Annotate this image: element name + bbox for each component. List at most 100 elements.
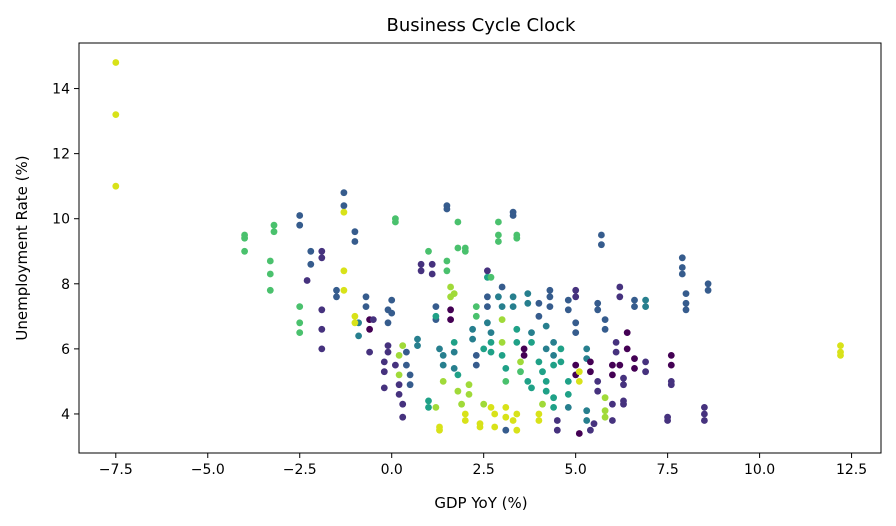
data-point [594,378,602,385]
data-point [837,342,844,349]
data-point [472,303,480,310]
data-point [447,316,454,323]
data-point [487,404,495,411]
data-point [351,238,359,245]
data-point [303,277,311,284]
data-point [318,247,326,255]
data-point [395,381,403,389]
data-point [513,426,521,434]
data-point [484,319,491,327]
data-point [241,234,249,242]
data-point [270,221,278,229]
data-point [528,384,535,392]
data-point [616,293,624,301]
data-point [484,303,491,310]
data-point [701,404,708,411]
data-point [682,290,690,297]
data-point [542,322,550,330]
data-point [539,400,546,408]
data-point [380,368,388,376]
data-point [296,303,304,310]
data-point [528,339,535,346]
data-point [465,391,473,398]
data-point [417,260,425,268]
data-point [623,329,631,336]
data-point [369,316,377,323]
data-point [447,306,454,314]
data-point [594,387,602,395]
data-point [458,400,465,408]
x-tick-label: −2.5 [283,462,317,478]
y-axis-label: Unemployment Rate (%) [13,155,31,340]
data-point [642,303,649,310]
data-point [546,293,554,301]
data-point [498,283,506,291]
data-point [428,270,436,278]
data-point [502,404,510,411]
data-point [701,417,708,424]
data-point [384,342,392,349]
data-point [351,319,359,327]
data-point [564,378,572,385]
data-point [509,293,517,301]
data-point [502,365,510,372]
data-point [528,329,535,336]
data-point [631,303,638,310]
data-point [583,407,591,415]
data-point [487,273,495,281]
data-point [476,423,484,431]
data-point [612,339,620,346]
data-point [572,329,580,336]
data-point [384,319,392,327]
data-point [517,358,524,366]
data-point [667,352,675,359]
data-point [609,361,616,369]
data-point [112,111,120,118]
data-point [524,378,532,385]
data-point [487,329,495,336]
data-point [450,348,458,356]
data-point [509,303,517,310]
data-point [495,231,502,239]
data-point [575,430,583,437]
x-axis-label: GDP YoY (%) [434,494,527,512]
data-point [682,306,690,314]
data-point [575,378,583,385]
data-point [572,361,580,369]
data-point [642,296,649,304]
data-point [535,410,543,418]
data-point [443,267,451,275]
data-point [380,384,388,392]
data-points [112,59,844,437]
data-point [436,345,443,353]
data-point [340,189,348,197]
data-point [395,391,403,398]
data-point [443,205,451,213]
chart-title: Business Cycle Clock [387,15,576,36]
data-point [318,325,326,333]
data-point [667,361,675,369]
data-point [601,413,609,421]
data-point [837,352,844,359]
y-tick-label: 8 [61,277,70,293]
x-tick-label: 2.5 [473,462,495,478]
data-point [472,352,480,359]
data-point [583,345,591,353]
data-point [465,381,473,389]
data-point [620,374,627,382]
data-point [362,293,370,301]
x-tick-label: 7.5 [656,462,678,478]
data-point [535,417,543,424]
data-point [443,257,451,265]
data-point [667,381,675,389]
data-point [609,400,616,408]
data-point [406,371,414,379]
data-point [598,231,605,239]
data-point [704,280,712,288]
data-point [601,316,609,323]
data-point [502,378,510,385]
data-point [590,420,598,428]
data-point [498,303,506,310]
data-point [550,339,557,346]
